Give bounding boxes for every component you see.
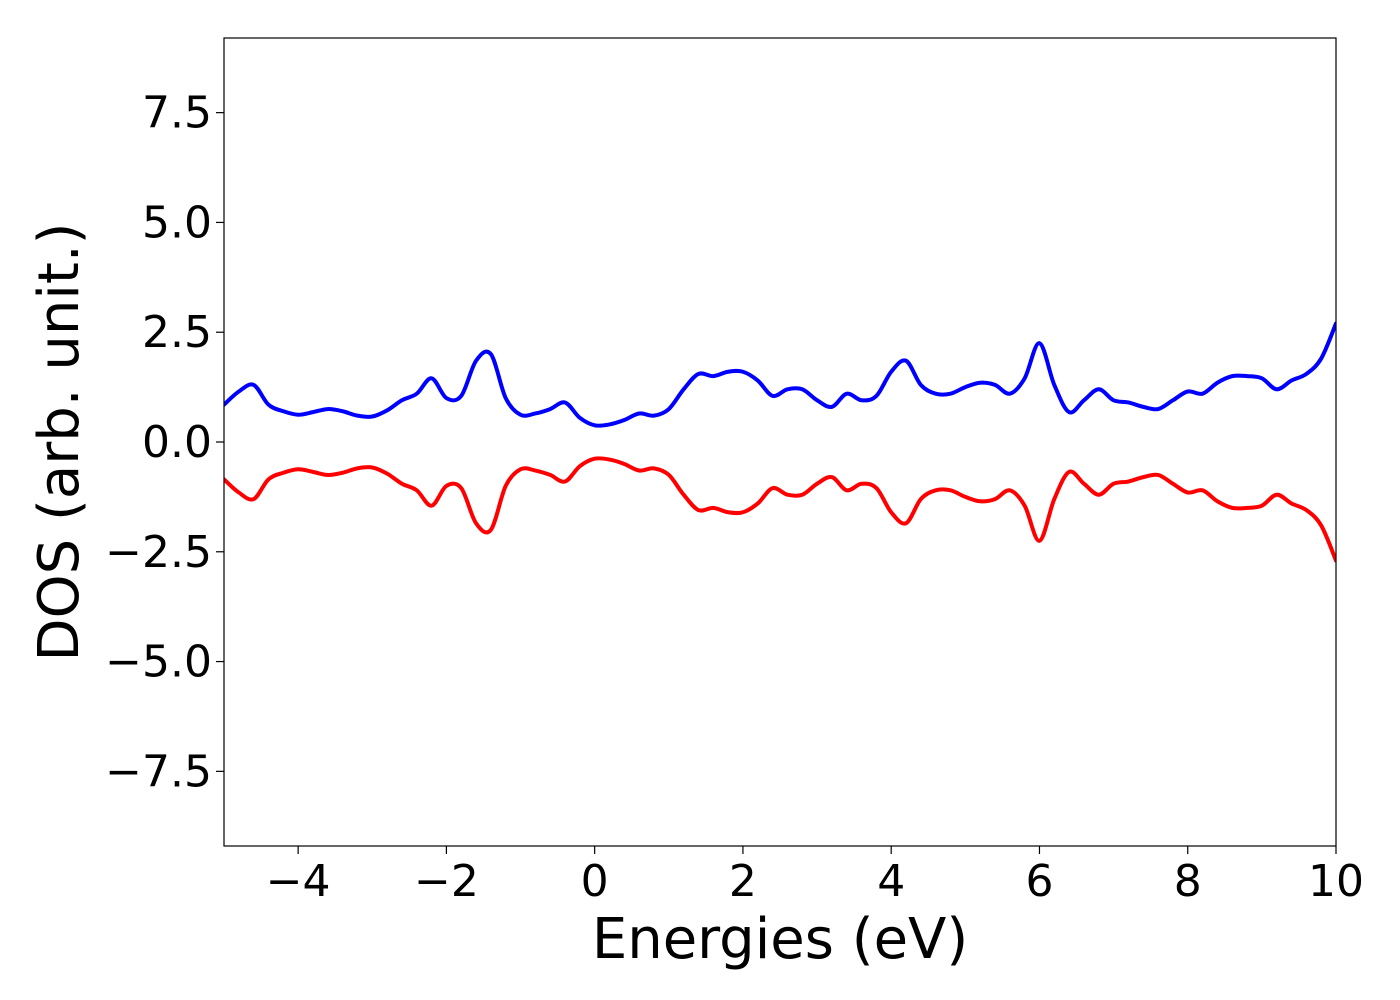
y-tick-label: 0.0 (142, 417, 212, 468)
x-tick-label: 0 (581, 856, 609, 907)
x-axis-ticks: −4 −2 0 2 4 6 8 10 (266, 846, 1364, 907)
x-tick-label: 6 (1025, 856, 1053, 907)
y-tick-label: −5.0 (105, 637, 212, 688)
x-tick-label: −4 (266, 856, 331, 907)
y-tick-label: 7.5 (142, 88, 212, 139)
x-tick-label: 4 (877, 856, 905, 907)
dos-line-2 (224, 456, 1336, 563)
y-tick-label: −2.5 (105, 527, 212, 578)
x-tick-label: −2 (414, 856, 479, 907)
x-axis-label: Energies (eV) (592, 907, 968, 972)
x-tick-label: 8 (1174, 856, 1202, 907)
y-tick-label: −7.5 (105, 746, 212, 797)
dos-line-1 (224, 321, 1336, 428)
y-axis-ticks: 7.5 5.0 2.5 0.0 −2.5 −5.0 −7.5 (105, 88, 224, 797)
y-tick-label: 2.5 (142, 307, 212, 358)
plot-background (224, 38, 1336, 846)
y-axis-label: DOS (arb. unit.) (27, 222, 92, 661)
y-tick-label: 5.0 (142, 197, 212, 248)
series-layer (224, 321, 1336, 563)
x-tick-label: 10 (1308, 856, 1364, 907)
x-tick-label: 2 (729, 856, 757, 907)
